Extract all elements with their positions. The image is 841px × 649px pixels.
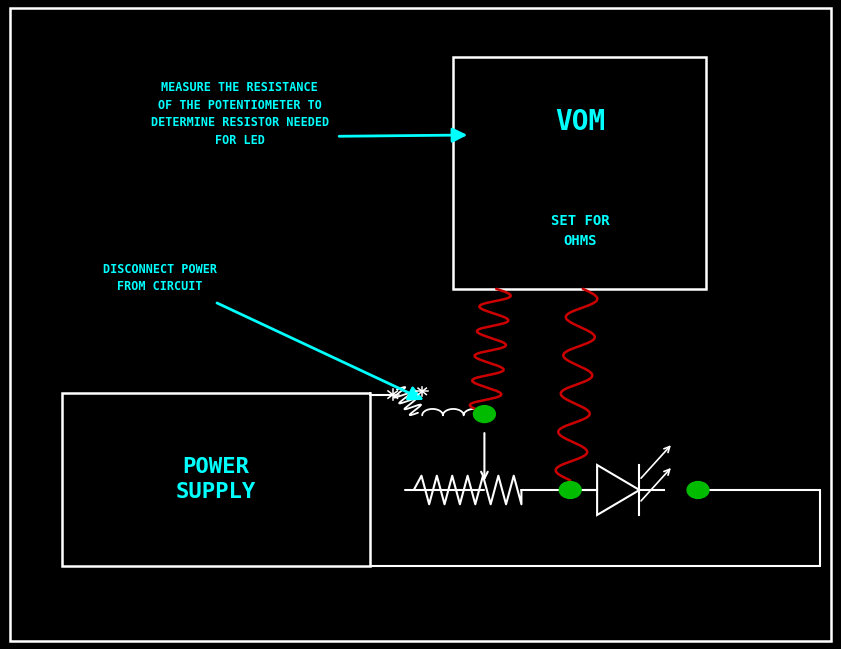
Circle shape [559,482,581,498]
Text: SET FOR
OHMS: SET FOR OHMS [551,214,609,248]
Text: POWER
SUPPLY: POWER SUPPLY [176,457,257,502]
Bar [62,393,370,566]
Text: DISCONNECT POWER
FROM CIRCUIT: DISCONNECT POWER FROM CIRCUIT [103,263,217,293]
Text: MEASURE THE RESISTANCE
OF THE POTENTIOMETER TO
DETERMINE RESISTOR NEEDED
FOR LED: MEASURE THE RESISTANCE OF THE POTENTIOME… [151,81,329,147]
Text: VOM: VOM [555,108,605,136]
Bar [453,57,706,289]
Circle shape [473,406,495,422]
Circle shape [687,482,709,498]
